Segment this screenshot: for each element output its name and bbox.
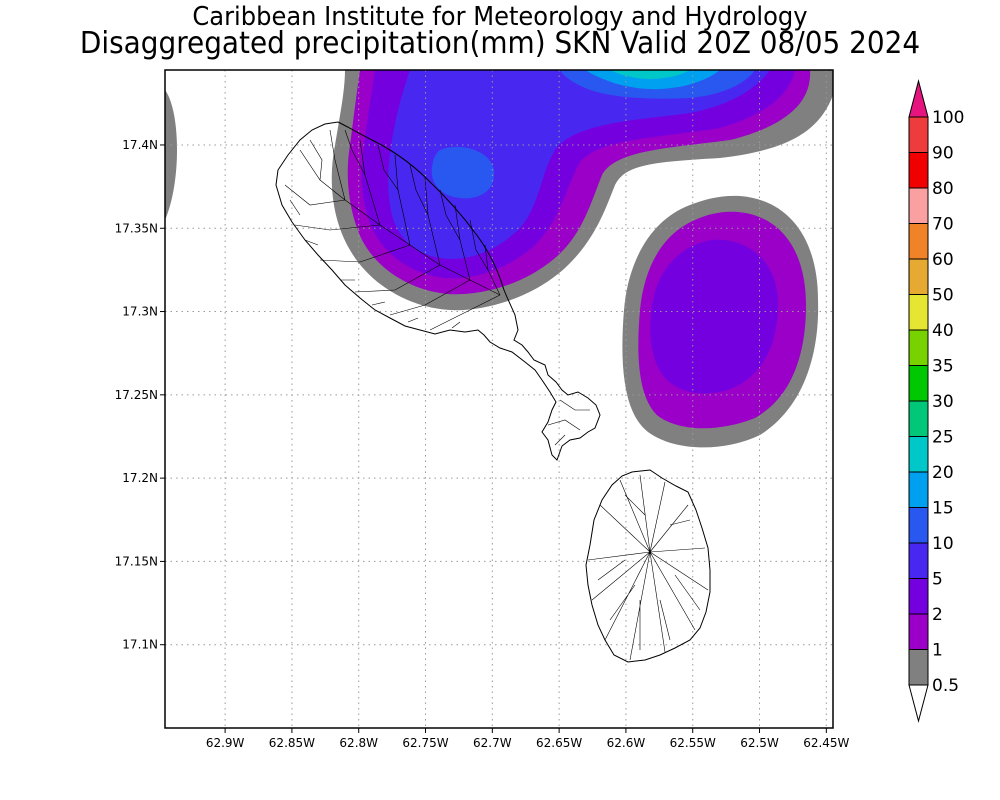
legend-level-label: 35	[932, 357, 954, 377]
legend-level-label: 60	[932, 250, 954, 270]
precipitation-shading	[165, 70, 833, 448]
legend-level-label: 80	[932, 179, 954, 199]
legend-swatch	[908, 116, 929, 153]
legend-level-label: 1	[932, 641, 943, 661]
st-kitts-outline	[275, 121, 601, 461]
lon-tick-label: 62.6W	[607, 736, 646, 750]
lon-tick-label: 62.55W	[670, 736, 716, 750]
lat-tick-label: 17.25N	[115, 388, 158, 402]
contour-north-20mm	[610, 70, 690, 79]
legend-level-label: 40	[932, 321, 954, 341]
contour-east-2mm	[650, 239, 779, 394]
contour-edge-gray	[165, 90, 178, 220]
island-st-kitts	[275, 121, 601, 461]
axes: 62.9W 62.85W 62.8W 62.75W 62.7W 62.65W 62.6W 62…	[115, 138, 850, 750]
st-kitts-drainage	[284, 129, 590, 446]
lat-tick-label: 17.35N	[115, 221, 158, 235]
legend-swatch	[908, 578, 929, 615]
legend-level-label: 50	[932, 286, 954, 306]
lon-tick-label: 62.5W	[740, 736, 779, 750]
legend-swatch	[908, 613, 929, 650]
title-line-1: Caribbean Institute for Meteorology and …	[192, 2, 808, 32]
legend-level-label: 10	[932, 534, 954, 554]
island-nevis	[585, 469, 711, 663]
legend-swatch	[908, 223, 929, 260]
legend-level-label: 30	[932, 392, 954, 412]
legend-swatch	[908, 471, 929, 508]
lon-tick-label: 62.75W	[402, 736, 448, 750]
plot-frame	[164, 69, 834, 729]
contour-north-10mm-spot	[431, 146, 495, 199]
legend-level-label: 5	[932, 570, 943, 590]
lat-tick-label: 17.1N	[122, 638, 158, 652]
legend-arrow-top	[908, 79, 929, 118]
legend-swatch	[908, 436, 929, 473]
lon-tick-label: 62.7W	[473, 736, 512, 750]
legend-arrow-bottom	[908, 684, 929, 723]
legend-swatch	[908, 294, 929, 331]
legend-level-label: 0.5	[932, 676, 959, 696]
contour-north-15mm	[585, 70, 720, 90]
lon-tick-label: 62.8W	[339, 736, 378, 750]
lat-tick-label: 17.2N	[122, 471, 158, 485]
legend-level-label: 90	[932, 144, 954, 164]
lat-tick-label: 17.4N	[122, 138, 158, 152]
gridlines	[165, 70, 833, 728]
legend-swatch	[908, 542, 929, 579]
legend-swatch	[908, 507, 929, 544]
legend-level-label: 20	[932, 463, 954, 483]
lat-tick-label: 17.15N	[115, 554, 158, 568]
legend-level-label: 100	[932, 108, 964, 128]
legend-level-label: 70	[932, 215, 954, 235]
lon-tick-label: 62.45W	[803, 736, 849, 750]
legend-swatch	[908, 400, 929, 437]
legend-level-label: 25	[932, 428, 954, 448]
lat-tick-label: 17.3N	[122, 305, 158, 319]
legend-swatch	[908, 258, 929, 295]
nevis-outline	[585, 469, 711, 663]
lon-tick-label: 62.85W	[269, 736, 315, 750]
legend-level-label: 15	[932, 499, 954, 519]
contour-north-5mm	[388, 70, 770, 259]
nevis-drainage	[587, 474, 709, 661]
lon-tick-label: 62.65W	[536, 736, 582, 750]
legend-swatch	[908, 152, 929, 189]
legend-swatch	[908, 365, 929, 402]
lon-tick-label: 62.9W	[206, 736, 245, 750]
title-line-2: Disaggregated precipitation(mm) SKN Vali…	[79, 26, 921, 61]
legend-swatch	[908, 187, 929, 224]
legend-swatch	[908, 649, 929, 686]
legend-level-label: 2	[932, 605, 943, 625]
legend-swatch	[908, 329, 929, 366]
